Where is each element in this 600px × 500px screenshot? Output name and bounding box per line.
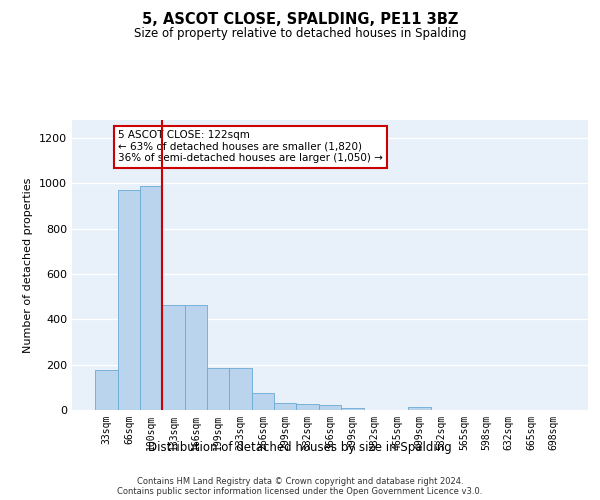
Bar bbox=[95, 370, 118, 410]
Bar bbox=[408, 406, 431, 410]
Bar bbox=[118, 190, 140, 410]
Bar bbox=[319, 406, 341, 410]
Bar bbox=[341, 408, 364, 410]
Text: Contains HM Land Registry data © Crown copyright and database right 2024.: Contains HM Land Registry data © Crown c… bbox=[137, 476, 463, 486]
Bar bbox=[229, 368, 252, 410]
Bar bbox=[185, 304, 207, 410]
Text: 5 ASCOT CLOSE: 122sqm
← 63% of detached houses are smaller (1,820)
36% of semi-d: 5 ASCOT CLOSE: 122sqm ← 63% of detached … bbox=[118, 130, 383, 164]
Bar bbox=[296, 404, 319, 410]
Text: Distribution of detached houses by size in Spalding: Distribution of detached houses by size … bbox=[148, 441, 452, 454]
Bar bbox=[163, 304, 185, 410]
Bar bbox=[140, 186, 163, 410]
Text: Size of property relative to detached houses in Spalding: Size of property relative to detached ho… bbox=[134, 28, 466, 40]
Bar bbox=[274, 403, 296, 410]
Bar bbox=[207, 368, 229, 410]
Bar bbox=[252, 393, 274, 410]
Text: 5, ASCOT CLOSE, SPALDING, PE11 3BZ: 5, ASCOT CLOSE, SPALDING, PE11 3BZ bbox=[142, 12, 458, 28]
Text: Contains public sector information licensed under the Open Government Licence v3: Contains public sector information licen… bbox=[118, 486, 482, 496]
Y-axis label: Number of detached properties: Number of detached properties bbox=[23, 178, 34, 352]
